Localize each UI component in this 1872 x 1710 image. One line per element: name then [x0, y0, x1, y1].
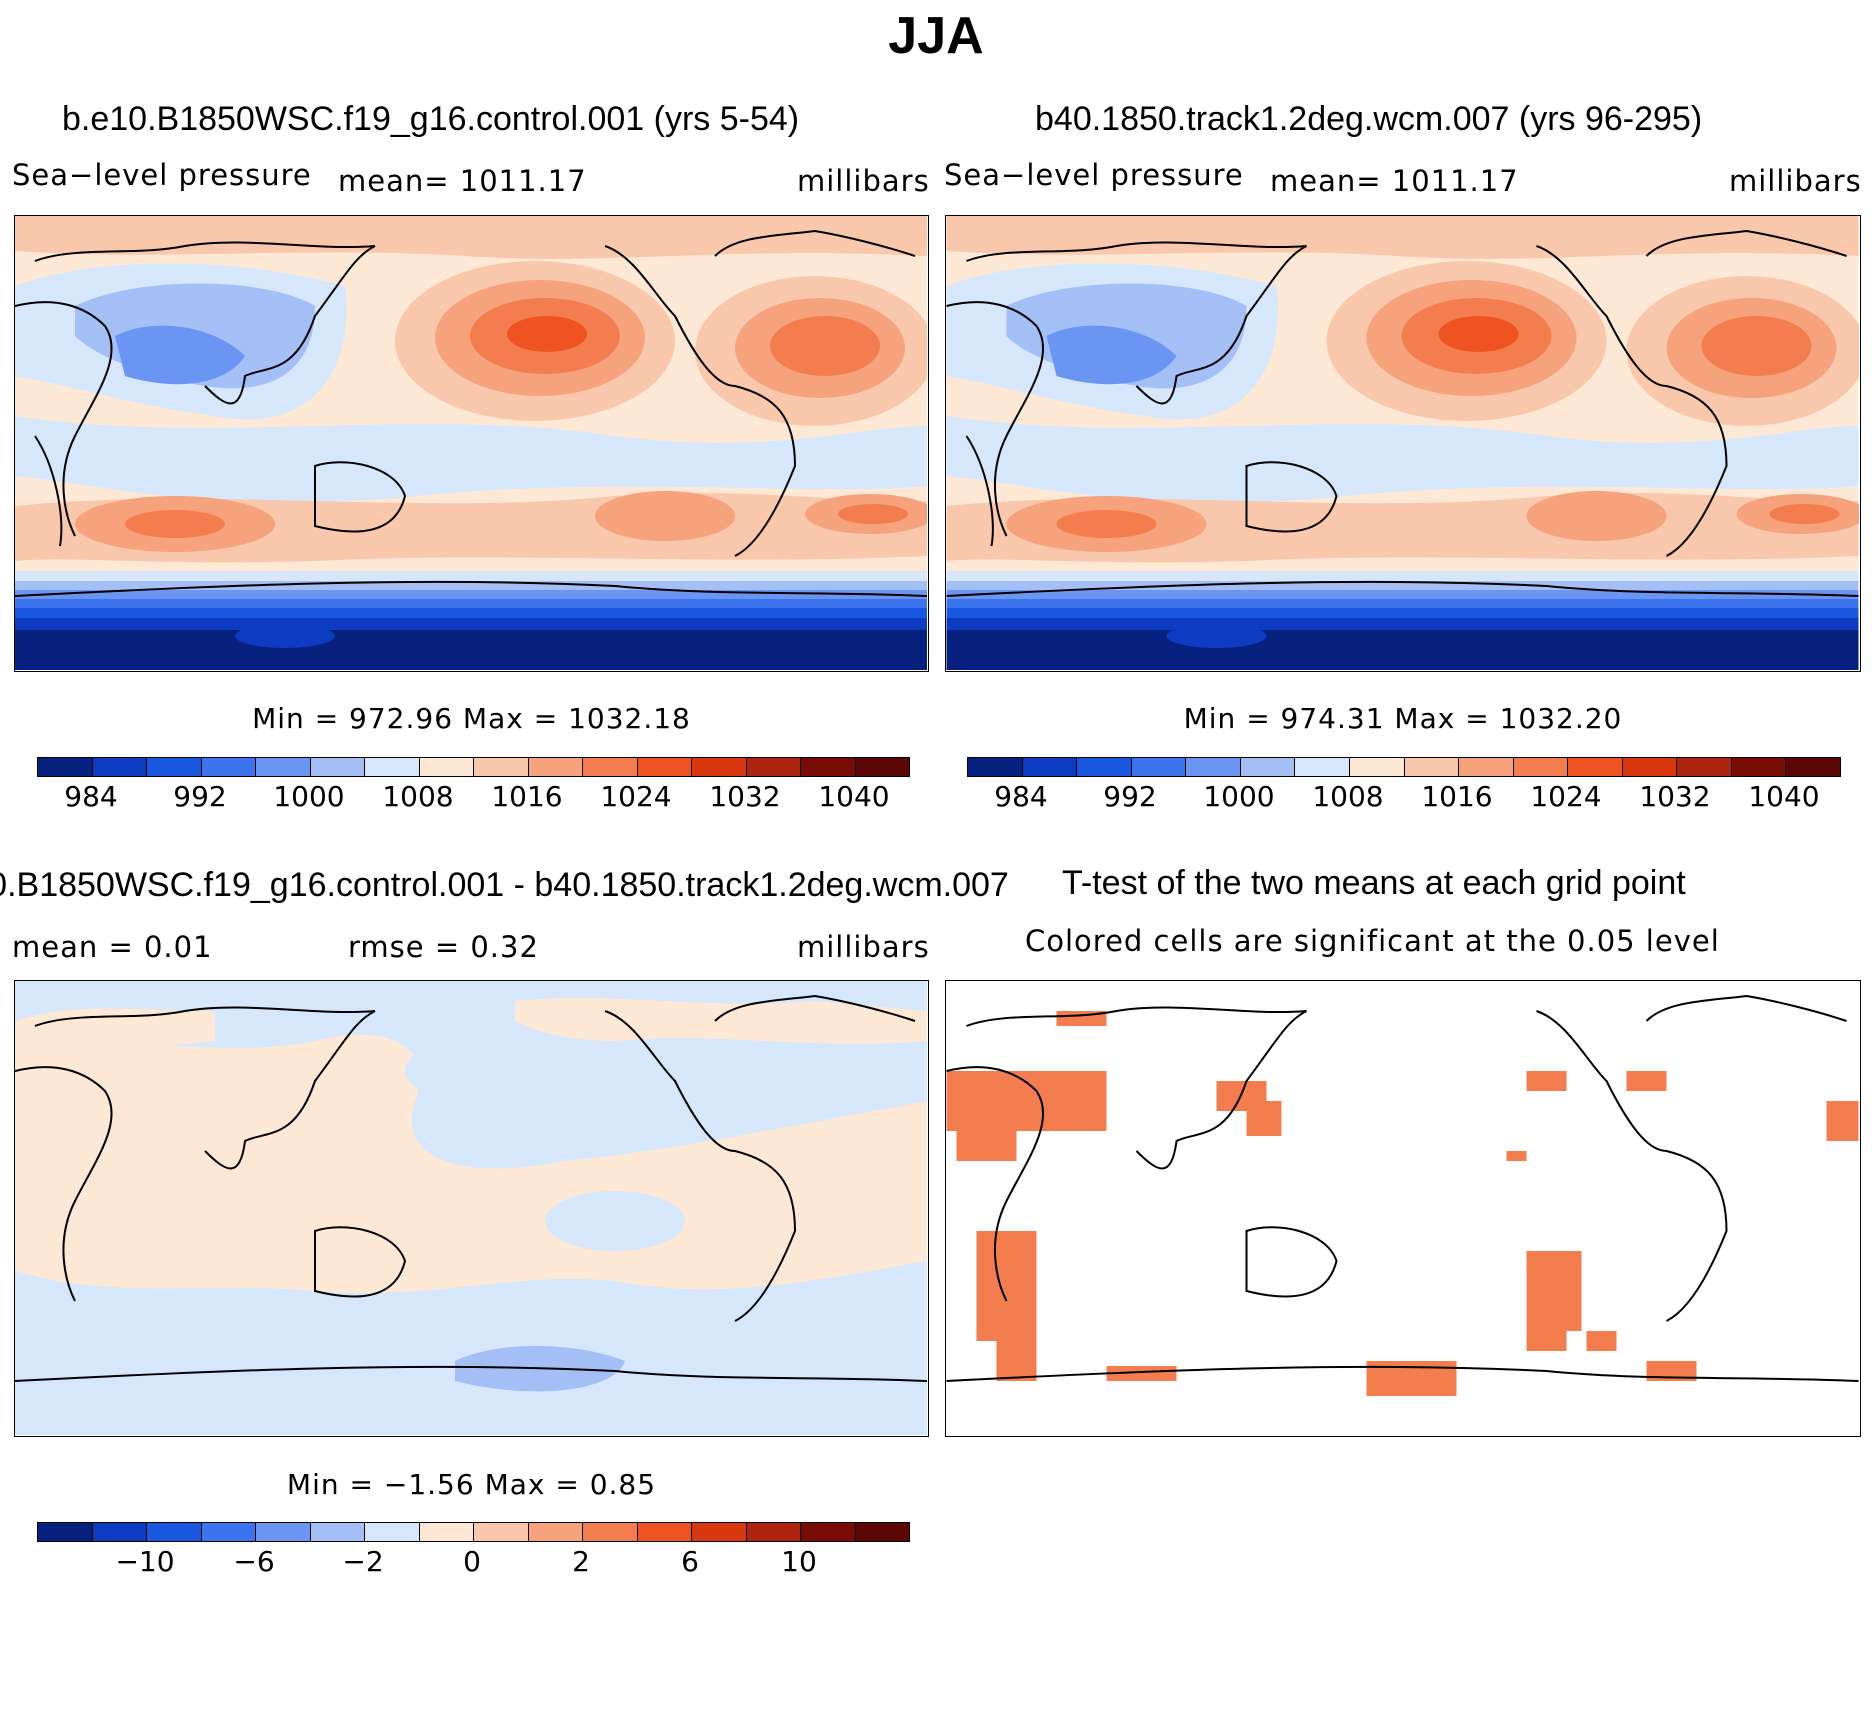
- panel1-title: b.e10.B1850WSC.f19_g16.control.001 (yrs …: [62, 100, 800, 138]
- panel4-subtitle: Colored cells are significant at the 0.0…: [1025, 924, 1720, 958]
- panel2-colorbar: [967, 757, 1841, 777]
- panel1-tick-7: 1040: [818, 780, 890, 813]
- panel3-mean: mean = 0.01: [12, 930, 213, 964]
- panel3-map: [14, 980, 929, 1437]
- panel1-tick-3: 1008: [382, 780, 454, 813]
- panel1-tick-0: 984: [64, 780, 118, 813]
- panel2-minmax: Min = 974.31 Max = 1032.20: [1183, 702, 1623, 735]
- panel3-minmax: Min = −1.56 Max = 0.85: [286, 1468, 657, 1501]
- panel3-tick-0: −10: [115, 1545, 175, 1578]
- panel2-map: [945, 215, 1861, 672]
- panel3-tick-2: −2: [342, 1545, 384, 1578]
- panel3-tick-1: −6: [233, 1545, 275, 1578]
- panel2-tick-3: 1008: [1312, 780, 1384, 813]
- panel2-variable: Sea−level pressure: [944, 158, 1244, 192]
- panel2-title: b40.1850.track1.2deg.wcm.007 (yrs 96-295…: [1035, 100, 1703, 138]
- panel1-map: [14, 215, 929, 672]
- panel1-tick-6: 1032: [709, 780, 781, 813]
- panel2-tick-1: 992: [1103, 780, 1157, 813]
- panel3-title: b.e10.B1850WSC.f19_g16.control.001 - b40…: [0, 866, 1009, 904]
- panel2-tick-4: 1016: [1421, 780, 1493, 813]
- panel3-colorbar: [37, 1522, 910, 1542]
- panel1-colorbar: [37, 757, 910, 777]
- panel2-tick-2: 1000: [1203, 780, 1275, 813]
- panel2-tick-5: 1024: [1530, 780, 1602, 813]
- panel2-tick-0: 984: [994, 780, 1048, 813]
- main-title: JJA: [888, 7, 984, 65]
- panel1-tick-2: 1000: [273, 780, 345, 813]
- panel1-minmax: Min = 972.96 Max = 1032.18: [252, 702, 691, 735]
- panel3-tick-4: 2: [572, 1545, 590, 1578]
- panel1-mean: mean= 1011.17: [338, 164, 587, 198]
- panel1-tick-1: 992: [173, 780, 227, 813]
- panel1-tick-5: 1024: [600, 780, 672, 813]
- panel4-map: [945, 980, 1861, 1437]
- panel4-title: T-test of the two means at each grid poi…: [1062, 864, 1686, 902]
- panel1-tick-4: 1016: [491, 780, 563, 813]
- panel3-units: millibars: [797, 930, 930, 964]
- panel2-mean: mean= 1011.17: [1270, 164, 1519, 198]
- panel3-tick-3: 0: [463, 1545, 481, 1578]
- panel1-units: millibars: [797, 164, 930, 198]
- panel3-tick-6: 10: [781, 1545, 817, 1578]
- panel1-variable: Sea−level pressure: [12, 158, 312, 192]
- panel2-tick-7: 1040: [1748, 780, 1820, 813]
- panel2-units: millibars: [1729, 164, 1862, 198]
- panel3-rmse: rmse = 0.32: [348, 930, 539, 964]
- panel3-tick-5: 6: [681, 1545, 699, 1578]
- panel2-tick-6: 1032: [1639, 780, 1711, 813]
